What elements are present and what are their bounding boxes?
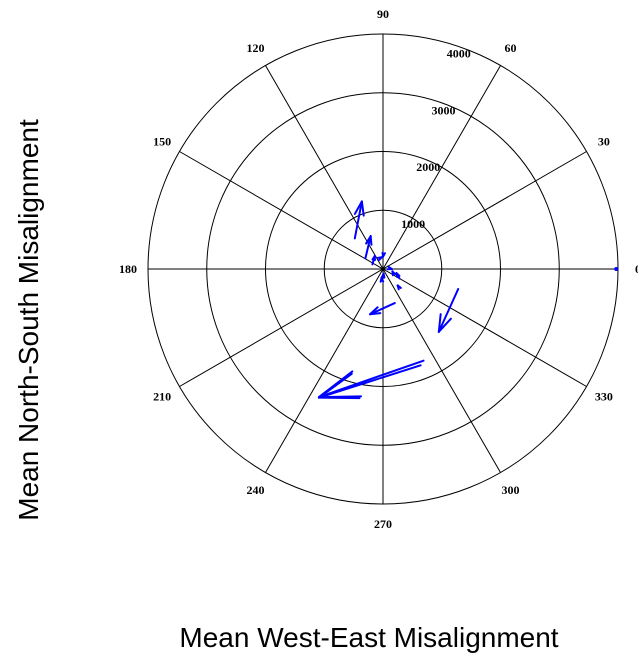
arrow-shaft [319, 365, 421, 397]
radial-tick-label: 1000 [401, 217, 425, 231]
angle-tick-label: 120 [247, 41, 265, 55]
arrow-head [398, 285, 399, 289]
angle-tick-label: 90 [377, 7, 389, 21]
arrow-point [614, 267, 618, 271]
arrow [383, 253, 385, 257]
arrow [614, 267, 618, 271]
arrow [370, 303, 395, 314]
radial-tick-label: 4000 [447, 47, 471, 61]
angle-tick-label: 150 [153, 135, 171, 149]
angle-tick-label: 180 [119, 262, 137, 276]
arrow [372, 256, 375, 264]
arrow-shaft [319, 361, 424, 397]
arrow [319, 361, 424, 397]
y-axis-label: Mean North-South Misalignment [13, 119, 45, 521]
arrow-head [362, 201, 364, 215]
angle-tick-label: 300 [502, 483, 520, 497]
arrow-series [319, 201, 618, 398]
y-axis-label-wrap: Mean North-South Misalignment [4, 50, 54, 590]
arrow [397, 273, 400, 278]
angle-tick-label: 210 [153, 390, 171, 404]
arrow [392, 271, 395, 275]
arrow-head [370, 313, 380, 314]
arrow-head [381, 278, 382, 282]
arrow [398, 285, 401, 289]
arrow-shaft [370, 303, 395, 314]
radial-tick-label: 3000 [432, 103, 456, 117]
arrow-head [319, 374, 352, 398]
radial-tick-labels: 1000 2000 3000 4000 [401, 47, 471, 231]
radial-tick-label: 2000 [416, 160, 440, 174]
arrow-head [397, 273, 398, 277]
angle-tick-label: 240 [247, 483, 265, 497]
x-axis-label: Mean West-East Misalignment [100, 622, 638, 654]
polar-grid [148, 34, 618, 504]
arrow [378, 257, 382, 260]
arrow [319, 365, 421, 398]
arrow-head [378, 257, 382, 258]
angle-tick-label: 60 [505, 41, 517, 55]
arrow [388, 267, 392, 269]
arrow [381, 278, 384, 282]
angle-tick-label: 330 [595, 390, 613, 404]
arrow-head [392, 271, 393, 275]
angle-tick-label: 30 [598, 135, 610, 149]
angle-tick-label: 270 [374, 517, 392, 531]
